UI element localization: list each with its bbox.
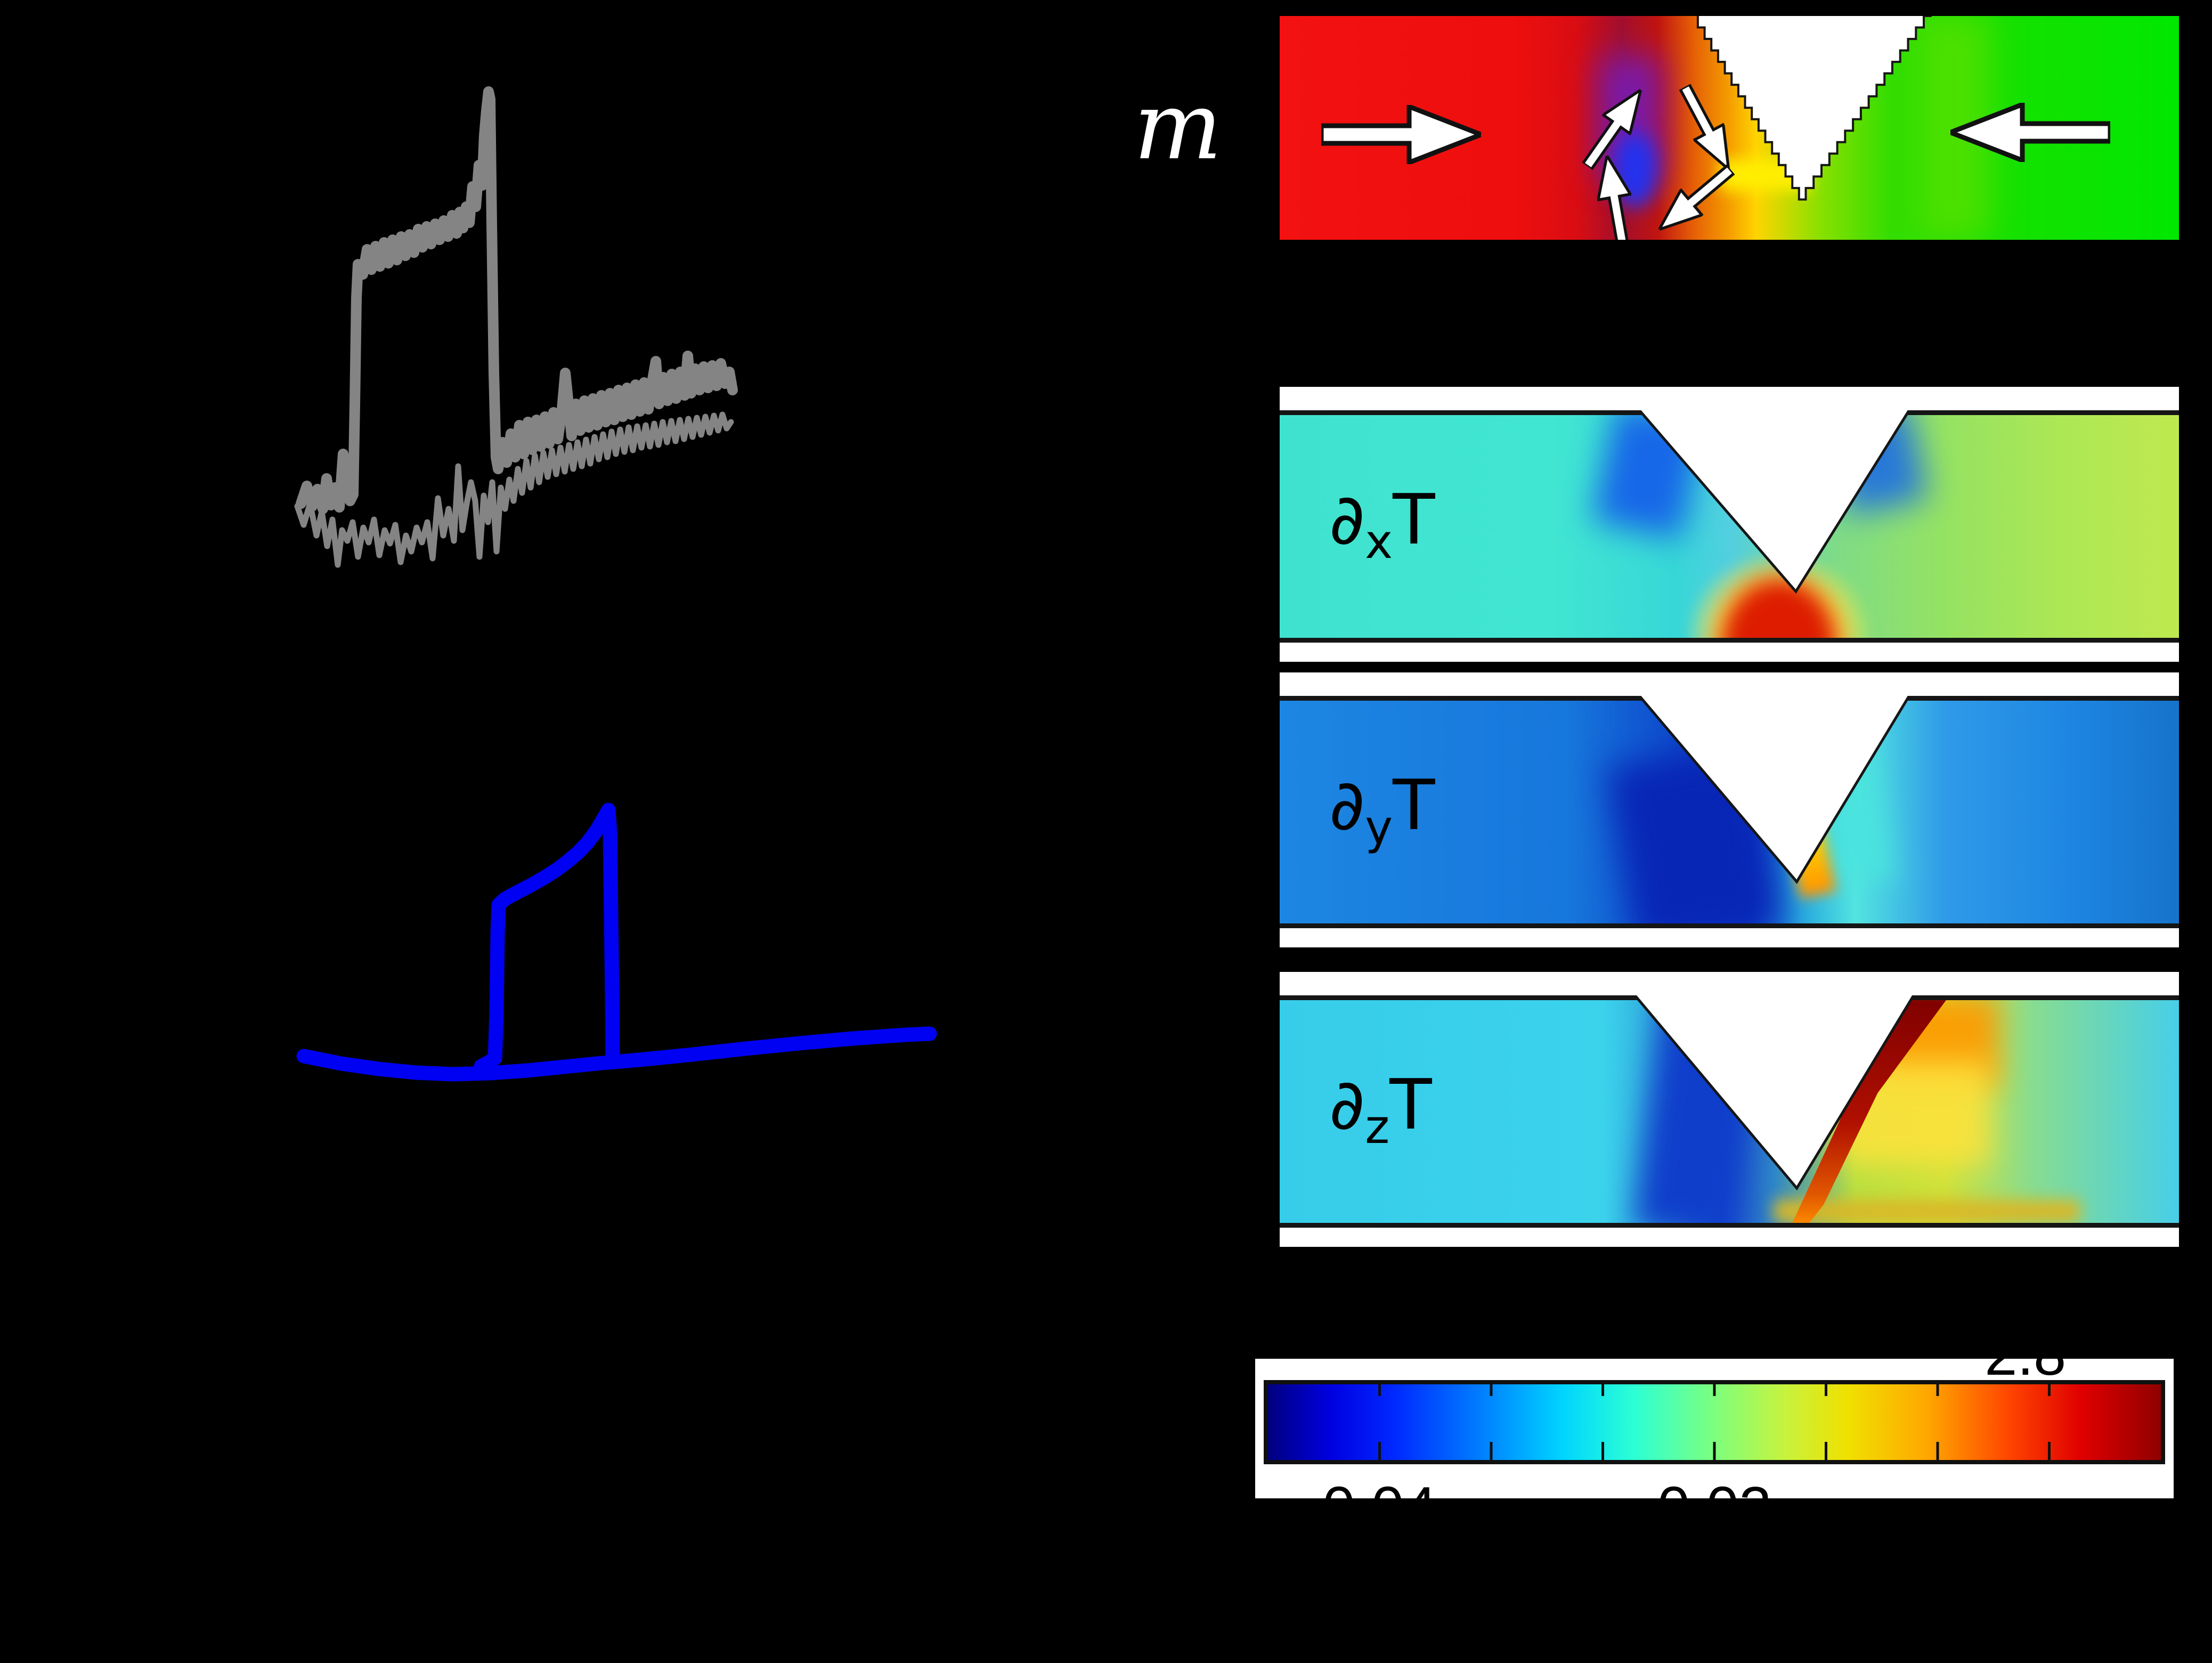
dyT-white-v-notch (1639, 696, 1909, 882)
colorbar-gradient-bar (1264, 1380, 2165, 1464)
dxT-notch-overlay (1280, 410, 2179, 643)
partial-derivative-symbol: ∂ (1329, 764, 1365, 846)
dyT-notch-overlay (1280, 696, 2179, 928)
dzT-bottom-yellow-band (1774, 1199, 2080, 1223)
colorbar-tick (1825, 1384, 1827, 1396)
dzT-notch-overlay (1280, 995, 2179, 1228)
gray-reference-trace (294, 411, 734, 568)
m-colormap-field (1280, 16, 2179, 240)
dxT-white-v-notch (1639, 410, 1909, 592)
temperature-symbol: T (1393, 764, 1435, 846)
m-notch-overlay (1696, 16, 1932, 201)
dzT-notch-edge-line (1633, 995, 1915, 1191)
arrow-up-right-icon (1581, 86, 1644, 171)
arrow-down-right-icon (1678, 82, 1731, 173)
subscript-y: y (1365, 799, 1393, 855)
m-notch-edge-line (1696, 16, 1932, 201)
arrow-right-icon (1321, 105, 1481, 165)
colorbar-tick (1936, 1384, 1939, 1396)
subscript-x: x (1365, 514, 1393, 569)
partial-derivative-symbol: ∂ (1329, 478, 1365, 560)
dyT-label: ∂yT (1329, 770, 1435, 851)
dxT-label: ∂xT (1329, 485, 1435, 565)
colorbar-tick (2048, 1384, 2051, 1396)
colorbar-tick (1601, 1384, 1604, 1396)
colorbar-ticks (1378, 1384, 2051, 1460)
colorbar-tick (1936, 1442, 1939, 1460)
gray-pulse-trace (296, 86, 738, 514)
colorbar-tick (1601, 1442, 1604, 1460)
dzT-colormap-field: ∂zT (1280, 995, 2179, 1228)
dzT-white-v-notch (1634, 995, 1914, 1188)
colorbar-tick (1713, 1384, 1716, 1396)
dzT-colormap-panel: ∂zT (1280, 972, 2179, 1247)
arrow-left-icon (1950, 102, 2111, 162)
colorbar-tick (1713, 1442, 1716, 1460)
arrow-down-left-icon (1656, 164, 1736, 232)
colorbar-tick (1378, 1442, 1381, 1460)
colorbar-tick-label-mid: 0.02 (1657, 1479, 1771, 1499)
temperature-symbol: T (1389, 1064, 1432, 1145)
colorbar-tick (1490, 1442, 1493, 1460)
m-colormap-panel (1280, 16, 2179, 240)
colorbar-tick (1825, 1442, 1827, 1460)
colorbar-tick (1378, 1384, 1381, 1396)
m-panel-label: m (1134, 72, 1222, 181)
colorbar-tick (2048, 1442, 2051, 1460)
arrow-up-left-icon (1596, 152, 1633, 240)
blue-pulse-trace (474, 802, 620, 1074)
colorbar-tick-label-left: 0.04 (1322, 1479, 1436, 1499)
colorbar-max-label: 2.8 (1985, 1359, 2066, 1384)
subscript-z: z (1365, 1099, 1390, 1154)
colorbar-tick (1490, 1384, 1493, 1396)
dxT-colormap-field: ∂xT (1280, 410, 2179, 643)
blue-baseline-trace (296, 1026, 937, 1082)
dyT-notch-edge-line (1638, 696, 1910, 885)
dyT-colormap-field: ∂yT (1280, 696, 2179, 928)
temperature-symbol: T (1393, 478, 1435, 560)
dxT-notch-edge-line (1638, 410, 1910, 594)
colorbar-block: 2.8 0.04 0.02 (1255, 1359, 2174, 1498)
dzT-label: ∂zT (1329, 1070, 1432, 1150)
dyT-colormap-panel: ∂yT (1280, 672, 2179, 947)
partial-derivative-symbol: ∂ (1329, 1064, 1365, 1145)
m-white-v-notch (1697, 16, 1932, 200)
dxT-colormap-panel: ∂xT (1280, 387, 2179, 662)
